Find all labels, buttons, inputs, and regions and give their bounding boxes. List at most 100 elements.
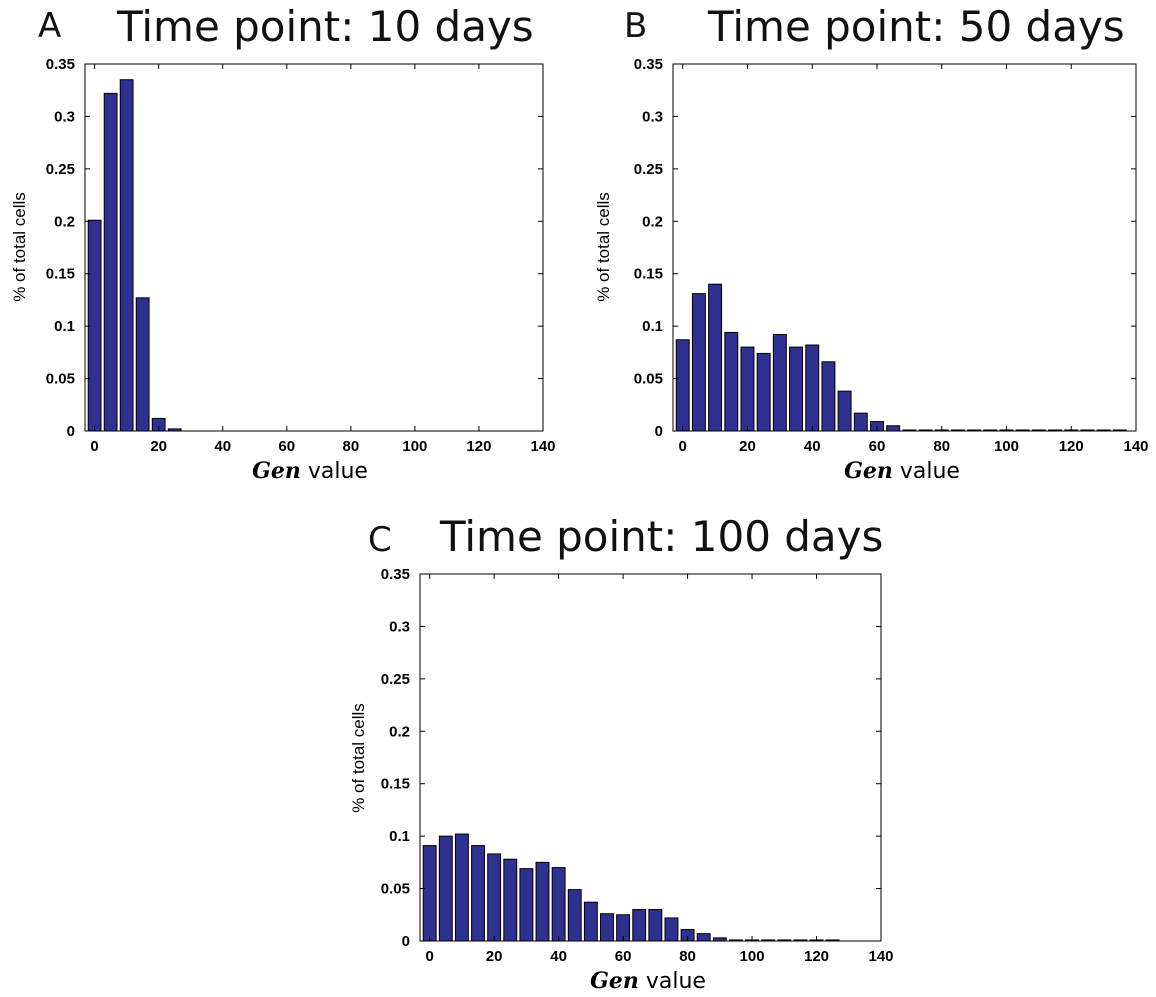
axes-frame (419, 573, 882, 942)
y-tick-label: 0.05 (46, 371, 75, 388)
bar (119, 79, 134, 432)
x-axis-label-variable: Gen (252, 458, 301, 484)
x-tick-label: 0 (90, 438, 98, 455)
x-tick-label: 100 (402, 438, 427, 455)
y-axis-label: % of total cells (594, 192, 613, 302)
axes-frame (84, 63, 544, 432)
x-tick-label: 0 (679, 438, 687, 455)
chart-title: Time point: 100 days (440, 512, 884, 561)
x-axis-label-variable: Gen (844, 458, 893, 484)
bar (724, 331, 739, 432)
bar (487, 853, 502, 942)
bar (422, 845, 437, 942)
x-tick-label: 100 (740, 948, 765, 965)
bar (600, 913, 614, 942)
bar (454, 833, 469, 942)
bar-chart: 0 20 40 60 80 100 120 140 0 0.05 0.1 0.15 0.2 0.25 0.3… (10, 56, 556, 484)
bar (675, 339, 690, 432)
bar (821, 361, 836, 432)
x-axis-label-variable: Gen (590, 968, 639, 994)
y-tick-label: 0.35 (634, 56, 663, 73)
x-tick-label: 60 (278, 438, 295, 455)
bar (471, 845, 485, 942)
y-tick-label: 0.05 (381, 881, 410, 898)
chart-title: Time point: 10 days (117, 2, 534, 51)
y-tick-label: 0.25 (634, 161, 663, 178)
x-tick-label: 80 (933, 438, 950, 455)
y-axis-label: % of total cells (10, 192, 29, 302)
chart-panel-a: A Time point: 10 days 0 20 40 60 80 100 120 140… (0, 0, 580, 490)
bar (691, 293, 706, 432)
bar (696, 933, 711, 942)
bar (756, 352, 771, 432)
y-tick-label: 0.3 (54, 108, 75, 125)
y-tick-label: 0.3 (642, 108, 663, 125)
y-tick-label: 0 (655, 423, 663, 440)
bar (87, 219, 102, 432)
bar (772, 334, 787, 432)
bar (740, 346, 755, 432)
bar (789, 346, 804, 432)
y-tick-label: 0.25 (381, 671, 410, 688)
x-tick-label: 140 (1123, 438, 1148, 455)
bar (535, 861, 550, 942)
bar (664, 917, 679, 942)
x-tick-label: 20 (739, 438, 756, 455)
y-tick-label: 0.1 (389, 828, 410, 845)
chart-panel-c: C Time point: 100 days 0 20 40 60 80 100 120 14… (340, 500, 920, 997)
y-tick-label: 0.05 (634, 371, 663, 388)
x-tick-label: 20 (486, 948, 503, 965)
x-tick-label: 40 (214, 438, 231, 455)
x-tick-label: 120 (1059, 438, 1084, 455)
y-tick-label: 0.2 (389, 723, 410, 740)
y-tick-label: 0.1 (54, 318, 75, 335)
bar (103, 92, 118, 432)
bar (708, 283, 723, 432)
y-tick-label: 0.3 (389, 618, 410, 635)
x-tick-label: 120 (466, 438, 491, 455)
bar (567, 889, 582, 942)
bar (805, 344, 820, 432)
bar-chart: 0 20 40 60 80 100 120 140 0 0.05 0.1 0.15 0.2 0.25 0.3… (594, 56, 1149, 484)
x-axis-label-text: value (301, 459, 368, 484)
y-tick-label: 0.25 (46, 161, 75, 178)
x-tick-label: 0 (425, 948, 433, 965)
x-axis-label-text: value (639, 969, 706, 994)
y-tick-label: 0.1 (642, 318, 663, 335)
x-tick-label: 120 (804, 948, 829, 965)
bar (438, 835, 453, 942)
y-axis-label: % of total cells (349, 703, 368, 813)
bar-chart: 0 20 40 60 80 100 120 140 0 0.05 0.1 0.15 0.2 0.25 0.3… (349, 566, 894, 994)
bar (837, 390, 852, 432)
x-axis-label-text: value (893, 459, 960, 484)
x-tick-label: 140 (530, 438, 555, 455)
x-axis-label: Gen value (590, 968, 706, 994)
panel-label: C (368, 520, 392, 560)
x-tick-label: 80 (679, 948, 696, 965)
chart-panel-b: B Time point: 50 days 0 20 40 60 80 100 120 140… (580, 0, 1156, 490)
x-tick-label: 40 (804, 438, 821, 455)
bar (135, 297, 150, 432)
y-tick-label: 0.15 (381, 776, 410, 793)
y-tick-label: 0.35 (381, 566, 410, 583)
bar (886, 425, 901, 432)
x-tick-label: 100 (994, 438, 1019, 455)
bar (648, 909, 663, 942)
y-tick-label: 0.35 (46, 56, 75, 73)
x-tick-label: 60 (615, 948, 632, 965)
chart-title: Time point: 50 days (708, 2, 1125, 51)
y-tick-label: 0.2 (54, 213, 75, 230)
bar (551, 867, 566, 942)
bar (503, 858, 518, 942)
bar (632, 909, 647, 942)
bar (583, 901, 598, 942)
y-tick-label: 0 (67, 423, 75, 440)
x-tick-label: 60 (869, 438, 886, 455)
x-tick-label: 80 (342, 438, 359, 455)
x-axis-label: Gen value (844, 458, 960, 484)
bar (519, 868, 534, 942)
bar (853, 412, 868, 432)
panel-label: A (38, 6, 62, 46)
y-tick-label: 0.15 (634, 266, 663, 283)
x-tick-label: 140 (868, 948, 893, 965)
